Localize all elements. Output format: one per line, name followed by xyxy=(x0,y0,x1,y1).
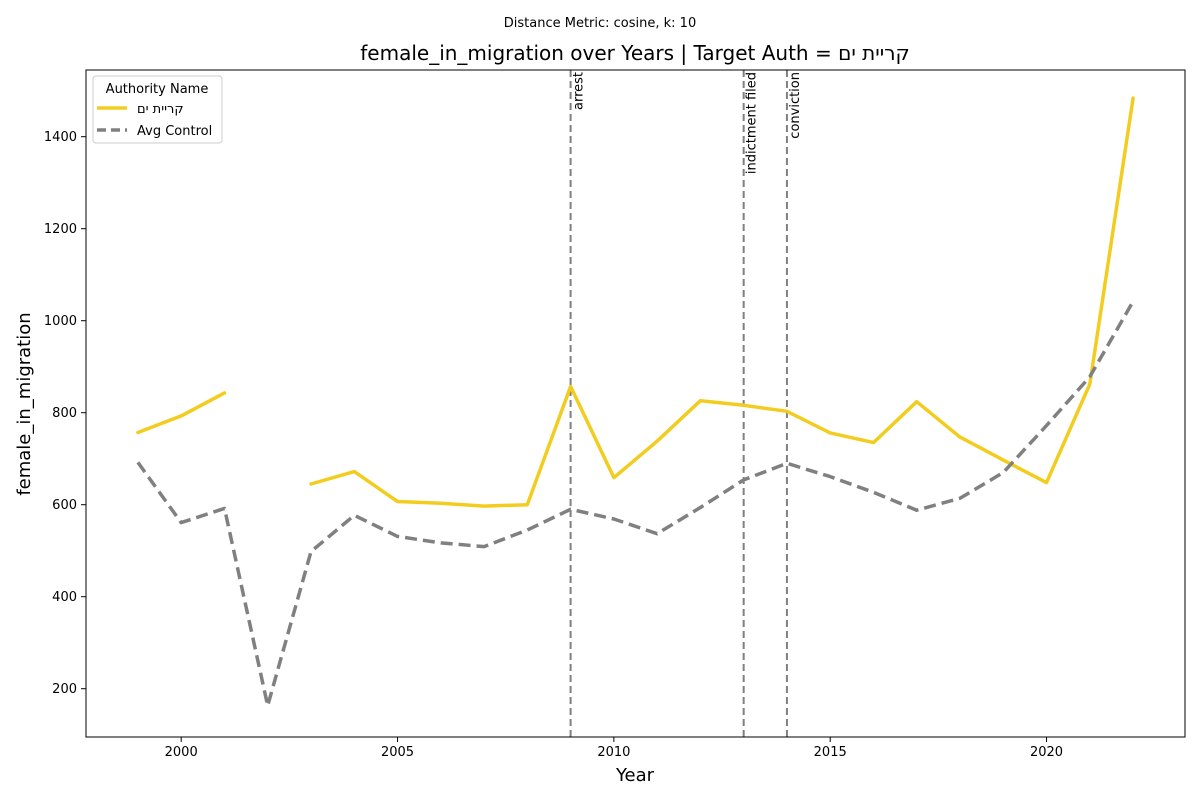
x-tick-label: 2015 xyxy=(814,745,847,760)
y-tick-label: 600 xyxy=(52,498,77,513)
y-tick-label: 1000 xyxy=(44,314,77,329)
event-label: arrest xyxy=(572,72,587,110)
y-tick-label: 400 xyxy=(52,590,77,605)
series-line-target xyxy=(309,96,1135,508)
x-tick-label: 2010 xyxy=(597,745,630,760)
event-label: conviction xyxy=(788,72,803,139)
plot-area: arrest indictment filed conviction xyxy=(136,70,1135,737)
y-tick-label: 1200 xyxy=(44,222,77,237)
legend-label-avg-control: Avg Control xyxy=(137,124,212,139)
x-tick-label: 2020 xyxy=(1030,745,1063,760)
chart-title: female_in_migration over Years | Target … xyxy=(360,41,909,65)
x-axis-label: Year xyxy=(615,765,655,786)
x-axis: 2000 2005 2010 2015 2020 xyxy=(165,737,1063,760)
legend-box xyxy=(92,75,223,144)
y-tick-label: 800 xyxy=(52,406,77,421)
y-tick-label: 1400 xyxy=(44,130,77,145)
event-label: indictment filed xyxy=(745,72,760,174)
series-line-avg-control xyxy=(136,300,1135,708)
y-tick-label: 200 xyxy=(52,682,77,697)
y-axis: 200 400 600 800 1000 1200 1400 xyxy=(44,130,86,697)
x-tick-label: 2000 xyxy=(165,745,198,760)
figure-suptitle: Distance Metric: cosine, k: 10 xyxy=(504,16,696,31)
axes-frame xyxy=(85,69,1186,738)
legend-label-target: קריית ים xyxy=(137,102,184,117)
y-axis-label: female_in_migration xyxy=(14,312,35,495)
series-line-target xyxy=(136,391,227,435)
x-tick-label: 2005 xyxy=(381,745,414,760)
legend-title: Authority Name xyxy=(106,82,209,97)
legend: Authority Name קריית ים Avg Control xyxy=(92,75,223,144)
